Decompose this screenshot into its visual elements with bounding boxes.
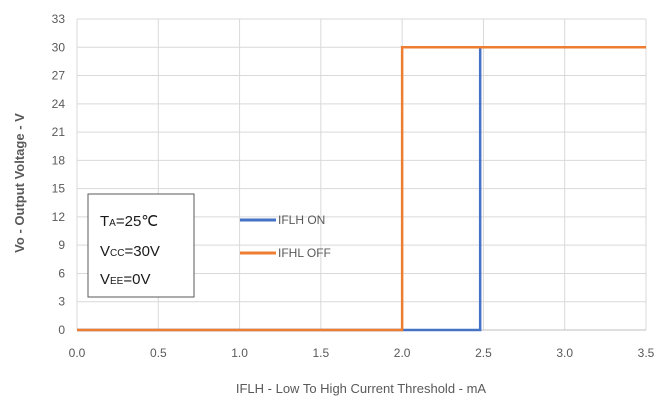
condition-vee-sub: EE bbox=[110, 276, 124, 287]
condition-ta-rest: =25℃ bbox=[116, 213, 158, 230]
y-tick-label: 6 bbox=[58, 266, 65, 280]
y-tick-label: 24 bbox=[52, 97, 66, 111]
condition-ta: TA=25℃ bbox=[100, 213, 158, 230]
x-tick-label: 3.5 bbox=[638, 346, 655, 360]
legend-label-iflh-on: IFLH ON bbox=[278, 213, 325, 227]
condition-vee-main: V bbox=[100, 271, 110, 288]
x-tick-label: 2.5 bbox=[475, 346, 492, 360]
condition-vcc-rest: =30V bbox=[124, 243, 159, 260]
condition-vcc-sub: CC bbox=[110, 248, 124, 259]
y-tick-label: 18 bbox=[52, 153, 66, 167]
condition-vee: VEE=0V bbox=[100, 271, 150, 288]
y-tick-label: 30 bbox=[52, 40, 66, 54]
y-tick-label: 0 bbox=[58, 323, 65, 337]
y-tick-label: 21 bbox=[52, 125, 66, 139]
x-tick-label: 0.5 bbox=[150, 346, 167, 360]
series-line-ifhl-off bbox=[77, 46, 646, 332]
condition-vcc-main: V bbox=[100, 243, 110, 260]
y-tick-label: 9 bbox=[58, 238, 65, 252]
condition-vee-rest: =0V bbox=[123, 271, 150, 288]
legend: IFLH ON IFHL OFF bbox=[240, 213, 331, 260]
x-tick-label: 2.0 bbox=[394, 346, 411, 360]
y-tick-label: 12 bbox=[52, 210, 66, 224]
x-tick-label: 1.5 bbox=[313, 346, 330, 360]
y-tick-label: 15 bbox=[52, 182, 66, 196]
x-tick-label: 1.0 bbox=[231, 346, 248, 360]
conditions-box-frame bbox=[87, 193, 195, 298]
y-tick-label: 33 bbox=[52, 12, 66, 26]
y-tick-label: 27 bbox=[52, 69, 66, 83]
series-lines bbox=[77, 46, 646, 332]
y-tick-label: 3 bbox=[58, 295, 65, 309]
x-tick-labels: 0.0 0.5 1.0 1.5 2.0 2.5 3.0 3.5 bbox=[69, 346, 655, 360]
y-tick-labels: 0 3 6 9 12 15 18 21 24 27 30 33 bbox=[52, 12, 66, 337]
x-tick-label: 3.0 bbox=[556, 346, 573, 360]
condition-ta-main: T bbox=[100, 213, 109, 230]
conditions-box: TA=25℃ VCC=30V VEE=0V bbox=[87, 193, 195, 298]
x-axis-label: IFLH - Low To High Current Threshold - m… bbox=[236, 381, 487, 396]
x-tick-label: 0.0 bbox=[69, 346, 86, 360]
legend-label-ifhl-off: IFHL OFF bbox=[278, 246, 331, 260]
condition-ta-sub: A bbox=[109, 218, 116, 229]
condition-vcc: VCC=30V bbox=[100, 243, 160, 260]
y-axis-label: Vo - Output Voltage - V bbox=[12, 113, 27, 253]
